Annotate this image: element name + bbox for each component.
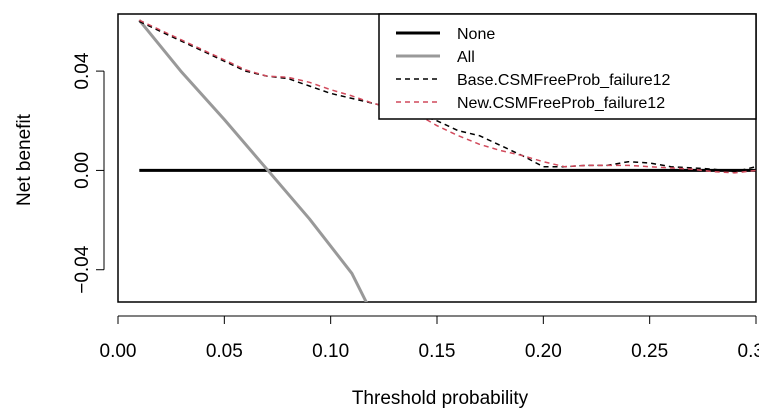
series-line-1 [138, 19, 368, 302]
y-tick-label: −0.04 [72, 245, 93, 294]
x-tick-label: 0.15 [419, 341, 456, 362]
legend-label-0: None [457, 26, 495, 43]
x-axis-title: Threshold probability [352, 388, 529, 409]
legend-label-3: New.CSMFreeProb_failure12 [457, 95, 665, 112]
legend-label-1: All [457, 49, 475, 66]
x-tick-label: 0.20 [525, 341, 562, 362]
x-tick-label: 0.00 [100, 341, 137, 362]
legend-box [378, 13, 757, 120]
x-tick-label: 0.30 [738, 341, 759, 362]
y-tick-label: 0.04 [72, 52, 93, 89]
series-line-3 [138, 19, 756, 174]
x-tick-label: 0.05 [206, 341, 243, 362]
y-tick-label: 0.00 [72, 152, 93, 189]
x-tick-label: 0.10 [312, 341, 349, 362]
y-axis-title: Net benefit [14, 113, 35, 206]
series-line-2 [138, 20, 756, 173]
x-tick-label: 0.25 [631, 341, 668, 362]
legend-label-2: Base.CSMFreeProb_failure12 [457, 72, 671, 89]
